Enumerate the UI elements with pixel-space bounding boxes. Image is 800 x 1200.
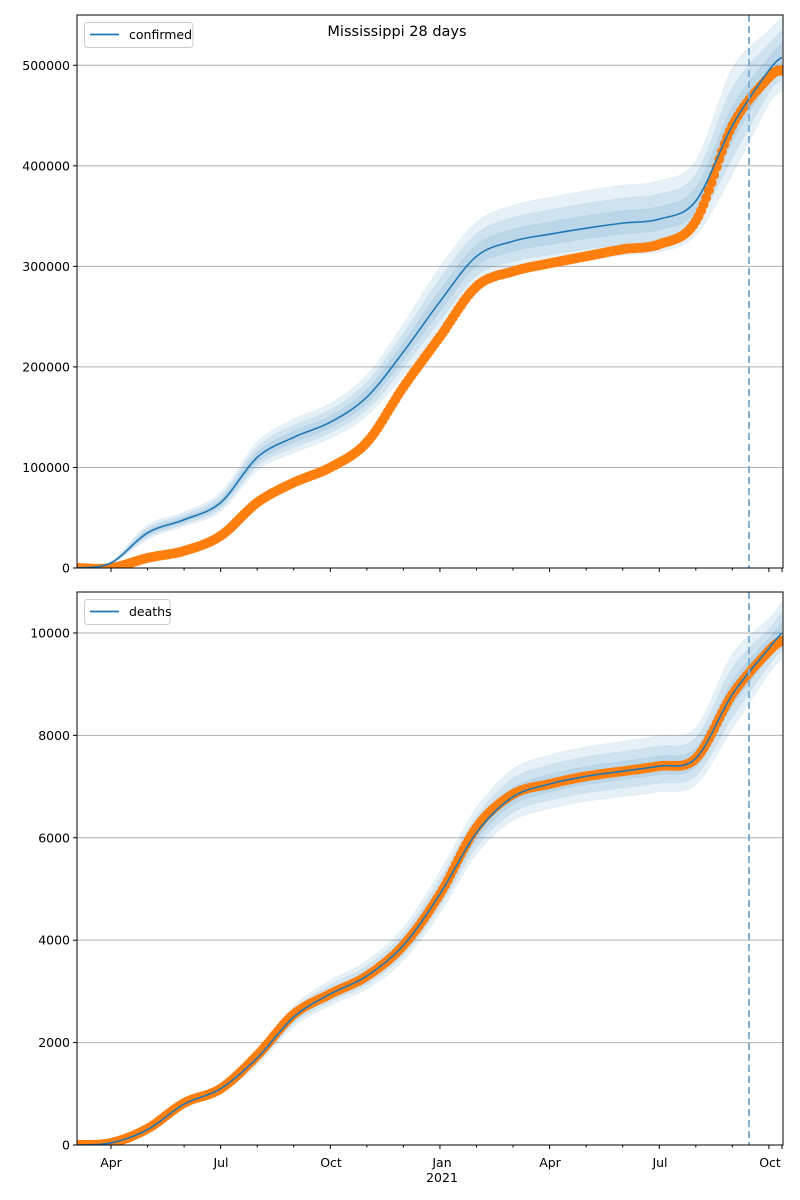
y-tick-label: 2000 bbox=[38, 1035, 70, 1050]
x-axis-labels: Apr Jul Oct Jan Apr Jul Oct 2021 bbox=[100, 1155, 781, 1185]
observed-series bbox=[77, 65, 783, 568]
y-tick-label: 8000 bbox=[38, 728, 70, 743]
plot-area bbox=[77, 15, 783, 568]
model-line bbox=[77, 632, 783, 1145]
x-tick-label: Oct bbox=[759, 1155, 781, 1170]
model-line bbox=[77, 56, 783, 568]
uncertainty-band bbox=[77, 611, 783, 1145]
legend-label: deaths bbox=[129, 604, 172, 619]
uncertainty-band bbox=[77, 600, 783, 1145]
legend: deaths bbox=[84, 599, 172, 625]
observed-point bbox=[714, 154, 725, 165]
deaths-panel: 0 2000 4000 6000 8000 10000 deaths bbox=[30, 591, 784, 1153]
y-tick-label: 0 bbox=[62, 561, 70, 576]
y-tick-label: 4000 bbox=[38, 933, 70, 948]
axes-frame bbox=[76, 591, 784, 1146]
y-tick-label: 100000 bbox=[22, 460, 70, 475]
x-tick-label: Apr bbox=[539, 1155, 561, 1170]
axes-frame bbox=[76, 14, 784, 569]
uncertainty-band bbox=[77, 15, 783, 568]
x-tick-label: Oct bbox=[320, 1155, 342, 1170]
y-tick-label: 6000 bbox=[38, 830, 70, 845]
observed-point bbox=[776, 65, 783, 76]
x-tick-label: Jul bbox=[651, 1155, 667, 1170]
y-tick-label: 400000 bbox=[22, 158, 70, 173]
plot-area bbox=[77, 600, 783, 1145]
y-tick-label: 200000 bbox=[22, 359, 70, 374]
chart-title: Mississippi 28 days bbox=[327, 24, 466, 40]
uncertainty-band bbox=[77, 621, 783, 1145]
observed-point bbox=[706, 177, 717, 188]
x-year-label: 2021 bbox=[426, 1170, 458, 1185]
observed-point bbox=[703, 185, 714, 196]
legend-box bbox=[84, 22, 194, 48]
y-tick-label: 300000 bbox=[22, 259, 70, 274]
x-tick-label: Jan bbox=[431, 1155, 451, 1170]
uncertainty-band bbox=[77, 42, 783, 568]
x-tick-label: Jul bbox=[212, 1155, 228, 1170]
x-tick-label: Apr bbox=[100, 1155, 122, 1170]
y-tick-label: 0 bbox=[62, 1138, 70, 1153]
y-tick-label: 500000 bbox=[22, 58, 70, 73]
legend-box bbox=[84, 599, 171, 625]
confirmed-panel: 0 100000 200000 300000 400000 500000 confirmed bbox=[22, 14, 784, 576]
y-tick-label: 10000 bbox=[30, 625, 70, 640]
uncertainty-band bbox=[77, 29, 783, 568]
legend: confirmed bbox=[84, 22, 194, 48]
legend-label: confirmed bbox=[129, 27, 192, 42]
